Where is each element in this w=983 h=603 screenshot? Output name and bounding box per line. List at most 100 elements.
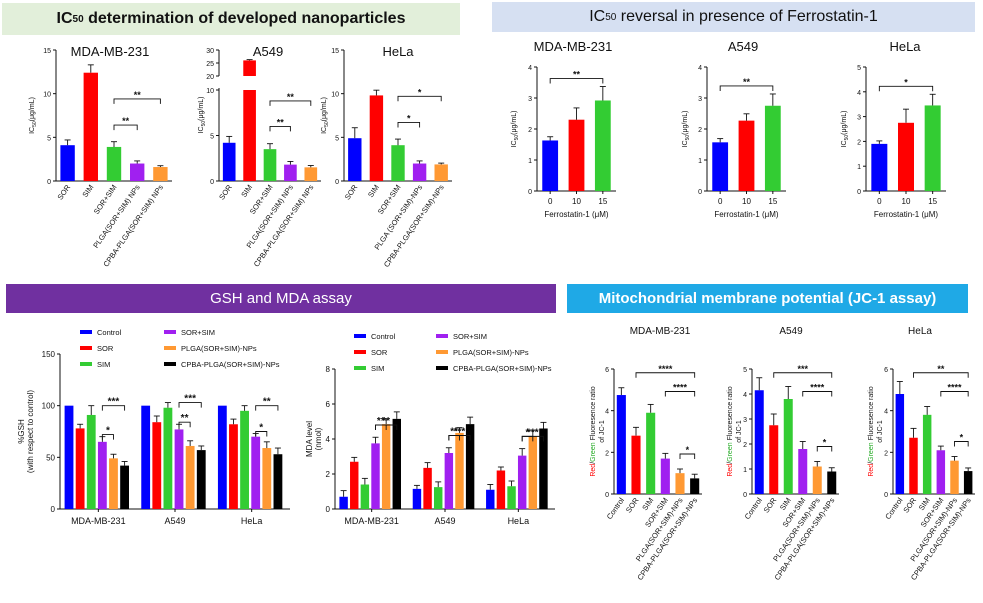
ferr-hela-ytick-label: 2 xyxy=(857,139,861,146)
ic50-a549-xtick-label: SIM xyxy=(239,183,254,199)
ic50-hela-sig-2-line xyxy=(397,95,442,102)
ic50-a549-ytick-label: 5 xyxy=(210,134,214,141)
gsh-legend-label-0: Control xyxy=(97,328,122,337)
mda-bar-0-0 xyxy=(339,496,348,509)
mda-ytick-label: 0 xyxy=(326,505,331,514)
jc1-a549-ylabel-rest: Fluoresence ratio xyxy=(727,386,734,442)
ferr-hela-title: HeLa xyxy=(889,39,921,54)
gsh-bar-0-2 xyxy=(86,414,96,509)
ferr-a549-bar-0 xyxy=(712,142,729,191)
jc1-a549-ylabel-slash: / xyxy=(727,462,734,464)
jc1-hela-ytick-label: 6 xyxy=(884,367,888,374)
jc1-a549-ylabel-green: Green xyxy=(727,442,734,462)
jc1-hela-bar-5 xyxy=(963,471,973,494)
jc1-a549-xtick-label: Control xyxy=(743,496,764,521)
ferr-mda-ylabel-sub: 50 xyxy=(514,135,520,141)
ferr-hela-sig-1-label: * xyxy=(904,77,908,87)
ic50-a549-ytick-label: 10 xyxy=(206,88,214,95)
ic50-a549-bar-3 xyxy=(284,164,297,181)
ferr-mda-ytick-label: 0 xyxy=(528,189,532,196)
mda-sig-1-2-line xyxy=(448,435,471,441)
ic50-mda-bar-1 xyxy=(83,72,98,181)
mda-bar-0-5 xyxy=(392,418,401,509)
ic50-hela-ytick-label: 15 xyxy=(331,48,339,55)
ferr-a549-xtick-label: 15 xyxy=(768,197,777,206)
ic50-mda-ylabel-prefix: IC xyxy=(29,127,36,134)
gsh-sig-0-2-label: *** xyxy=(108,397,120,408)
mda-xtick-label: MDA-MB-231 xyxy=(344,516,399,526)
jc1-hela-ytick-label: 0 xyxy=(884,492,888,499)
gsh-bar-1-2 xyxy=(163,407,173,509)
ferr-mda-ylabel-prefix: IC xyxy=(511,140,518,147)
gsh-bar-1-0 xyxy=(141,405,151,509)
ic50-a549-ylabel-suffix: (μg/mL) xyxy=(198,97,205,121)
mda-bar-2-3 xyxy=(517,455,527,509)
gsh-sig-1-1-label: ** xyxy=(181,413,189,424)
jc1-a549-ylabel-red: Red xyxy=(727,464,734,477)
gsh-sig-0-1-line xyxy=(101,434,114,440)
ferr-mda-xtick-label: 0 xyxy=(548,197,553,206)
jc1-mda-sig-2-label: **** xyxy=(673,383,688,393)
gsh-bar-0-1 xyxy=(75,428,85,509)
ic50-hela-ylabel-sub: 50 xyxy=(324,121,330,127)
jc1-hela-bar-0 xyxy=(895,394,905,494)
jc1-hela-bar-3 xyxy=(936,450,946,494)
ic50-a549-ytick-label: 0 xyxy=(210,179,214,186)
jc1-a549-sig-2-label: **** xyxy=(810,383,825,393)
ferr-a549-ylabel-suffix: (μg/mL) xyxy=(682,111,689,135)
ferr-a549-sig-1-line xyxy=(719,85,774,91)
jc1-mda-bar-3 xyxy=(660,458,670,494)
ic50-hela-bar-0 xyxy=(348,138,362,181)
gsh-banner: GSH and MDA assay xyxy=(6,284,556,313)
mda-ytick-label: 4 xyxy=(326,435,331,444)
jc1-hela-bar-4 xyxy=(950,460,959,494)
jc1-a549-ytick-label: 5 xyxy=(743,367,747,374)
gsh-xtick-label: A549 xyxy=(164,516,185,526)
gsh-legend-label-2: SIM xyxy=(97,360,110,369)
gsh-bar-1-1 xyxy=(152,422,162,509)
gsh-legend-swatch-2 xyxy=(80,362,92,366)
mda-sig-2-2-label: *** xyxy=(527,427,539,438)
ic50-mda-sig-2-label: ** xyxy=(134,90,142,100)
mda-ylabel-0: MDA level xyxy=(305,421,314,457)
reversal-banner-sub: 50 xyxy=(605,11,617,23)
ic50-banner-prefix: IC xyxy=(56,10,73,27)
ferr-a549-ytick-label: 0 xyxy=(698,189,702,196)
mda-bar-0-4 xyxy=(381,424,391,509)
gsh-ytick-label: 0 xyxy=(51,505,56,514)
jc1-hela-ytick-label: 4 xyxy=(884,409,888,416)
ferr-hela-ytick-label: 5 xyxy=(857,65,861,72)
jc1-a549-ytick-label: 4 xyxy=(743,392,747,399)
ferr-a549-ytick-label: 2 xyxy=(698,127,702,134)
jc1-mda-sig-2-line xyxy=(664,391,696,397)
ferr-mda-ylabel-suffix: (μg/mL) xyxy=(511,111,518,135)
ic50-a549-sig-2-line xyxy=(269,100,312,106)
mda-legend-label-3: SOR+SIM xyxy=(453,332,487,341)
jc1-mda-bar-1 xyxy=(631,435,641,494)
ferr-hela-ylabel-suffix: (μg/mL) xyxy=(841,111,848,135)
jc1-hela-ylabel-green: Green xyxy=(868,442,875,462)
mda-ylabel-1: (nmol) xyxy=(314,427,323,450)
gsh-sig-2-2-label: ** xyxy=(263,397,271,408)
mda-xtick-label: A549 xyxy=(434,516,455,526)
jc1-hela-sig-1-label: ** xyxy=(937,364,945,374)
ferr-mda-ytick-label: 3 xyxy=(528,96,532,103)
jc1-a549-bar-5 xyxy=(827,471,837,494)
ic50-mda-ytick-label: 0 xyxy=(47,179,51,186)
mda-bar-2-2 xyxy=(507,486,516,509)
ferr-hela-ytick-label: 0 xyxy=(857,189,861,196)
ic50-hela-sig-1-line xyxy=(397,122,421,128)
ferr-a549-ytick-label: 4 xyxy=(698,65,702,72)
ic50-a549-ylabel: IC50(μg/mL) xyxy=(198,97,207,134)
ferr-a549-bar-2 xyxy=(764,105,781,191)
jc1-hela-ytick-label: 2 xyxy=(884,450,888,457)
ferr-a549-xtick-label: 10 xyxy=(742,197,751,206)
ferr-a549-ytick-label: 1 xyxy=(698,158,702,165)
ic50-banner-suffix: determination of developed nanoparticles xyxy=(83,10,406,27)
ic50-mda-xtick-label: SOR xyxy=(56,183,73,202)
jc1-hela-title: HeLa xyxy=(908,326,932,337)
jc1-mda-ylabel-line2: of JC-1 xyxy=(599,420,606,443)
mda-bar-2-4 xyxy=(528,436,538,509)
gsh-bar-2-4 xyxy=(262,448,272,509)
jc1-a549-sig-3-label: * xyxy=(823,438,827,448)
